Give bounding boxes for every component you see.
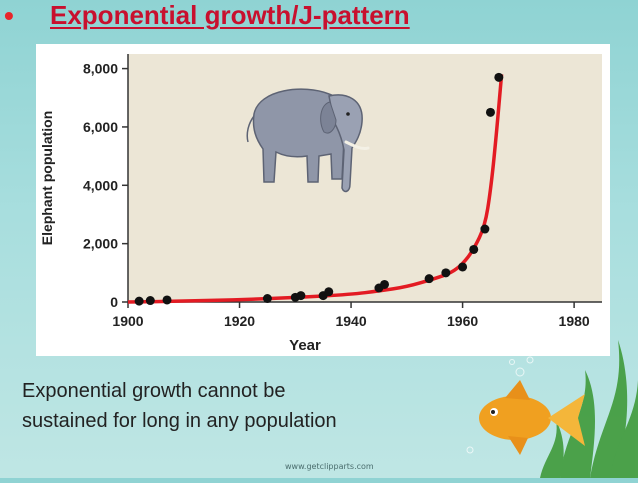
- y-tick-label: 0: [110, 294, 118, 310]
- y-tick-label: 2,000: [83, 236, 118, 252]
- growth-curve: [127, 74, 504, 304]
- data-point: [441, 268, 451, 278]
- y-tick-label: 8,000: [83, 61, 118, 77]
- title-bullet: •: [4, 0, 14, 31]
- x-tick-label: 1920: [224, 313, 255, 329]
- x-axis-label: Year: [289, 337, 321, 354]
- plot-area: [128, 54, 602, 302]
- data-point: [324, 287, 334, 297]
- caption: Exponential growth cannot be sustained f…: [22, 376, 462, 436]
- data-point: [162, 295, 172, 305]
- data-point: [380, 279, 390, 289]
- data-point: [485, 107, 495, 117]
- y-tick-label: 6,000: [83, 119, 118, 135]
- data-point: [134, 296, 144, 306]
- data-point: [296, 291, 306, 301]
- bubble-icon: [466, 356, 534, 454]
- data-point: [458, 262, 468, 272]
- data-point: [494, 72, 504, 82]
- slide-title: Exponential growth/J-pattern: [50, 0, 410, 30]
- x-tick-label: 1960: [447, 313, 478, 329]
- caption-line-2: sustained for long in any population: [22, 410, 337, 432]
- data-point: [469, 244, 479, 254]
- data-point: [424, 274, 434, 284]
- goldfish-icon: [479, 380, 585, 455]
- y-axis-label: Elephant population: [39, 111, 55, 246]
- seaweed-icon: [540, 340, 638, 478]
- x-tick-label: 1980: [559, 313, 590, 329]
- x-tick-label: 1940: [335, 313, 366, 329]
- chart-panel: 0 2,000 4,000 6,000 8,000 1900 1920 1940 1960 198…: [36, 44, 610, 356]
- watermark: www.getclipparts.com: [285, 462, 374, 471]
- data-point: [262, 293, 272, 303]
- data-point: [145, 296, 155, 306]
- caption-line-1: Exponential growth cannot be: [22, 380, 286, 402]
- data-point: [480, 224, 490, 234]
- x-tick-label: 1900: [112, 313, 143, 329]
- y-tick-label: 4,000: [83, 177, 118, 193]
- population-chart: 0 2,000 4,000 6,000 8,000 1900 1920 1940 1960 198…: [39, 54, 602, 354]
- elephant-icon: [246, 88, 370, 193]
